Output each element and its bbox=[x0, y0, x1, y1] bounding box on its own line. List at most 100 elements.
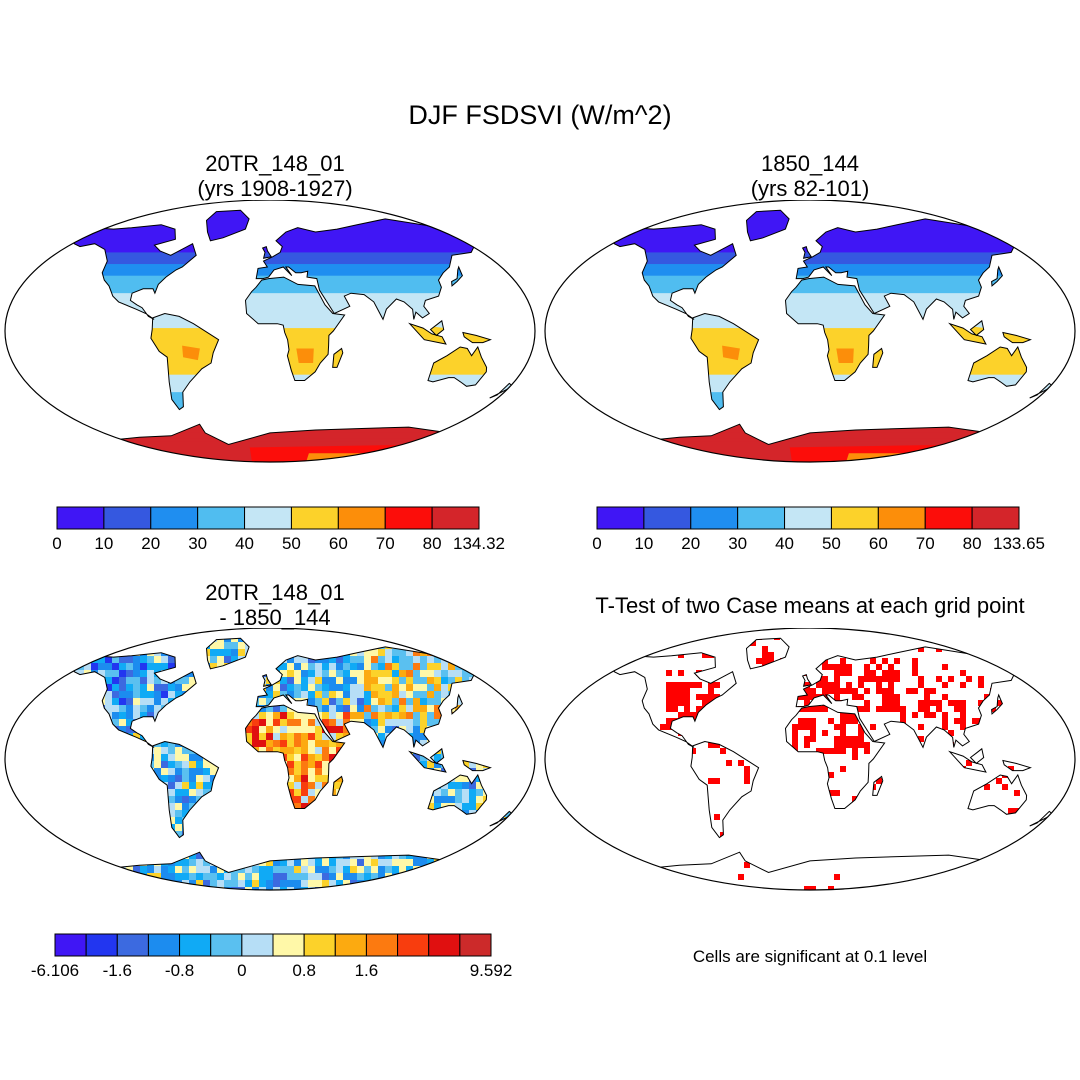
diff-cell bbox=[399, 831, 407, 839]
diff-cell bbox=[133, 810, 141, 818]
diff-cell bbox=[259, 740, 267, 748]
diff-cell bbox=[42, 712, 50, 720]
significant-cell bbox=[882, 670, 888, 676]
field-band bbox=[74, 223, 513, 230]
diff-cell bbox=[511, 761, 513, 769]
diff-cell bbox=[126, 789, 134, 797]
diff-cell bbox=[56, 768, 64, 776]
diff-cell bbox=[112, 866, 120, 874]
significant-cell bbox=[816, 706, 822, 712]
diff-cell bbox=[378, 782, 386, 790]
diff-cell bbox=[476, 719, 484, 727]
diff-cell bbox=[266, 866, 274, 874]
diff-cell bbox=[266, 838, 274, 846]
diff-cell bbox=[224, 782, 232, 790]
diff-cell bbox=[56, 684, 64, 692]
diff-cell bbox=[74, 754, 78, 762]
diff-cell bbox=[329, 684, 337, 692]
significant-cell bbox=[840, 730, 846, 736]
diff-cell bbox=[196, 831, 204, 839]
diff-cell bbox=[490, 782, 498, 790]
diff-cell bbox=[98, 733, 106, 741]
diff-cell bbox=[315, 880, 323, 888]
diff-cell bbox=[518, 747, 526, 755]
diff-cell bbox=[196, 754, 204, 762]
significant-cell bbox=[912, 664, 918, 670]
diff-cell bbox=[322, 838, 330, 846]
diff-cell bbox=[399, 754, 407, 762]
diff-cell bbox=[315, 642, 323, 650]
coastline bbox=[613, 224, 737, 320]
diff-cell bbox=[511, 656, 513, 664]
significant-cell bbox=[906, 802, 912, 808]
diff-cell bbox=[392, 698, 400, 706]
diff-cell bbox=[434, 789, 442, 797]
field-patch bbox=[836, 348, 854, 363]
diff-cell bbox=[525, 796, 533, 804]
field-patch bbox=[249, 444, 426, 462]
diff-cell bbox=[357, 824, 365, 832]
diff-cell bbox=[189, 859, 197, 867]
diff-cell bbox=[126, 684, 134, 692]
diff-cell bbox=[504, 638, 512, 643]
diff-cell bbox=[455, 880, 463, 888]
diff-cell bbox=[112, 768, 120, 776]
diff-cell bbox=[490, 796, 498, 804]
diff-cell bbox=[476, 789, 484, 797]
diff-cell bbox=[448, 677, 456, 685]
diff-cell bbox=[35, 670, 43, 678]
field-band bbox=[614, 322, 1053, 329]
diff-cell bbox=[308, 796, 316, 804]
diff-cell bbox=[357, 887, 365, 890]
coastline bbox=[795, 218, 1019, 321]
diff-cell bbox=[308, 859, 316, 867]
diff-cell bbox=[392, 817, 400, 825]
diff-cell bbox=[427, 628, 435, 636]
diff-cell bbox=[91, 684, 99, 692]
diff-cell bbox=[140, 698, 148, 706]
significant-cell bbox=[786, 682, 792, 688]
diff-cell bbox=[469, 663, 477, 671]
diff-cell bbox=[525, 740, 533, 748]
diff-cell bbox=[168, 747, 176, 755]
diff-cell bbox=[385, 817, 393, 825]
diff-cell bbox=[441, 824, 449, 832]
diff-cell bbox=[74, 649, 78, 657]
diff-cell bbox=[357, 656, 365, 664]
significant-cell bbox=[606, 742, 612, 748]
diff-cell bbox=[245, 733, 253, 741]
diff-cell bbox=[399, 873, 407, 881]
diff-cell bbox=[28, 635, 36, 643]
diff-cell bbox=[147, 880, 155, 888]
significant-cell bbox=[1074, 796, 1080, 802]
diff-cell bbox=[217, 824, 225, 832]
significant-cell bbox=[762, 826, 768, 832]
diff-cell bbox=[483, 733, 491, 741]
significant-cell bbox=[960, 682, 966, 688]
significant-cell bbox=[672, 694, 678, 700]
diff-cell bbox=[371, 628, 379, 636]
diff-cell bbox=[483, 691, 491, 699]
diff-cell bbox=[490, 810, 498, 818]
diff-cell bbox=[203, 817, 211, 825]
diff-cell bbox=[91, 817, 99, 825]
diff-cell bbox=[74, 852, 78, 860]
significant-cell bbox=[936, 814, 942, 820]
diff-cell bbox=[490, 852, 498, 860]
diff-cell bbox=[490, 670, 498, 678]
diff-cell bbox=[133, 761, 141, 769]
diff-cell bbox=[182, 859, 190, 867]
diff-cell bbox=[273, 628, 281, 636]
diff-cell bbox=[21, 796, 29, 804]
diff-cell bbox=[518, 866, 526, 874]
diff-cell bbox=[378, 831, 386, 839]
diff-cell bbox=[532, 838, 540, 846]
diff-cell bbox=[98, 638, 106, 643]
diff-cell bbox=[511, 852, 513, 860]
diff-cell bbox=[133, 712, 141, 720]
significant-cell bbox=[858, 676, 864, 682]
diff-cell bbox=[266, 684, 274, 692]
diff-cell bbox=[511, 740, 513, 748]
diff-cell bbox=[406, 789, 414, 797]
significant-cell bbox=[552, 778, 558, 784]
